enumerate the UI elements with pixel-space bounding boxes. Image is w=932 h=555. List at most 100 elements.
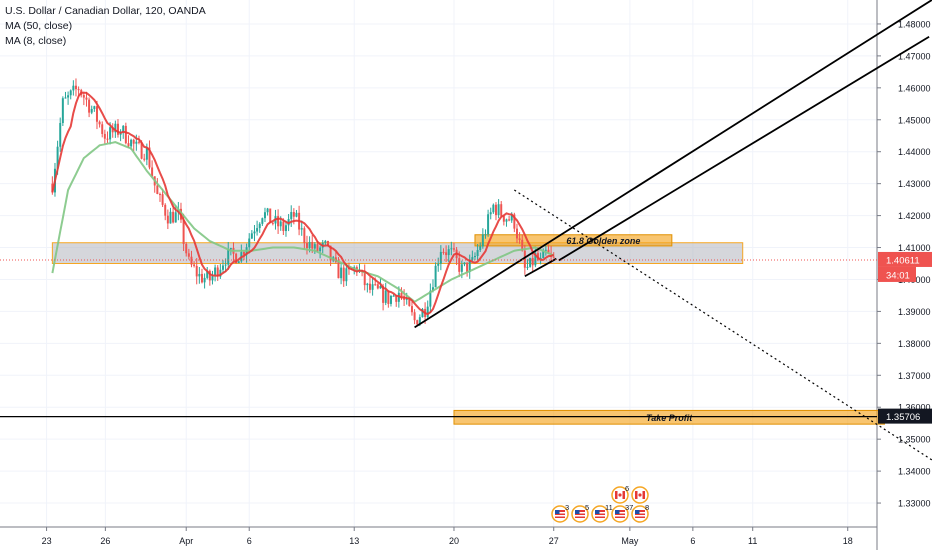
candle[interactable] <box>88 99 91 113</box>
candle[interactable] <box>216 267 219 277</box>
legend-ma8[interactable]: MA (8, close) <box>5 35 67 47</box>
candle[interactable] <box>248 238 251 248</box>
candle[interactable] <box>374 284 377 286</box>
candle[interactable] <box>484 234 487 236</box>
candle[interactable] <box>156 185 159 195</box>
candle[interactable] <box>145 147 148 160</box>
candle[interactable] <box>169 211 172 224</box>
candle[interactable] <box>513 214 516 229</box>
candle[interactable] <box>437 263 440 266</box>
candle[interactable] <box>109 127 112 140</box>
candle[interactable] <box>421 308 424 318</box>
candle[interactable] <box>342 267 345 282</box>
candle[interactable] <box>106 138 109 140</box>
candle[interactable] <box>494 204 497 216</box>
event-marker[interactable] <box>631 486 649 504</box>
candle[interactable] <box>140 142 143 159</box>
ma8-line[interactable] <box>51 91 555 316</box>
event-marker[interactable]: 37 <box>611 503 633 523</box>
candle[interactable] <box>82 95 85 98</box>
candle[interactable] <box>200 273 203 283</box>
candle[interactable] <box>124 125 127 144</box>
candle[interactable] <box>518 238 521 240</box>
candle[interactable] <box>389 295 392 304</box>
event-marker[interactable]: 5 <box>571 503 589 523</box>
candle[interactable] <box>224 264 227 266</box>
candle[interactable] <box>174 212 177 223</box>
zone-61-8-golden-zone[interactable] <box>474 234 673 247</box>
candle[interactable] <box>324 240 327 243</box>
candle[interactable] <box>72 85 75 91</box>
candle[interactable] <box>148 147 151 168</box>
event-marker[interactable]: 8 <box>631 503 649 523</box>
candle[interactable] <box>552 256 555 258</box>
candle[interactable] <box>261 218 264 224</box>
candle[interactable] <box>187 253 190 257</box>
candle[interactable] <box>114 123 117 133</box>
candle[interactable] <box>458 258 461 272</box>
candle[interactable] <box>387 290 390 304</box>
candle[interactable] <box>463 262 466 265</box>
candle[interactable] <box>219 269 222 277</box>
candle[interactable] <box>111 127 114 133</box>
candle[interactable] <box>67 95 70 98</box>
candle[interactable] <box>345 268 348 282</box>
candle[interactable] <box>203 277 206 283</box>
zones[interactable]: 61.8 Golden zone Take Profit <box>51 234 885 425</box>
candle[interactable] <box>379 285 382 289</box>
candle[interactable] <box>515 228 518 239</box>
candle[interactable] <box>182 219 185 244</box>
candle[interactable] <box>221 265 224 270</box>
candle[interactable] <box>250 233 253 239</box>
trendline[interactable] <box>414 0 932 329</box>
candle[interactable] <box>376 284 379 289</box>
candle[interactable] <box>69 90 72 96</box>
candle[interactable] <box>103 133 106 139</box>
candle[interactable] <box>166 215 169 224</box>
candle[interactable] <box>340 267 343 279</box>
candle[interactable] <box>185 243 188 254</box>
candle[interactable] <box>127 143 130 147</box>
candle[interactable] <box>277 216 280 227</box>
candle[interactable] <box>534 253 537 266</box>
candle[interactable] <box>77 89 80 91</box>
candle[interactable] <box>492 204 495 213</box>
candle[interactable] <box>258 223 261 229</box>
candle[interactable] <box>366 283 369 286</box>
candle[interactable] <box>116 123 119 135</box>
event-marker[interactable]: 11 <box>591 503 613 523</box>
candle[interactable] <box>431 287 434 291</box>
candle[interactable] <box>337 262 340 279</box>
candle[interactable] <box>442 251 445 253</box>
candle[interactable] <box>329 245 332 261</box>
candle[interactable] <box>271 222 274 224</box>
candle[interactable] <box>279 221 282 227</box>
candle[interactable] <box>531 258 534 266</box>
candle[interactable] <box>308 241 311 249</box>
candle[interactable] <box>403 296 406 300</box>
candle[interactable] <box>481 234 484 247</box>
trendline[interactable] <box>524 257 557 278</box>
candle[interactable] <box>410 306 413 313</box>
candle[interactable] <box>542 250 545 259</box>
candle[interactable] <box>229 247 232 250</box>
candle[interactable] <box>59 123 62 147</box>
candle[interactable] <box>227 249 230 265</box>
candle[interactable] <box>471 257 474 260</box>
candle[interactable] <box>158 194 161 196</box>
candle[interactable] <box>164 204 167 216</box>
candle[interactable] <box>214 267 217 276</box>
candle[interactable] <box>56 146 59 169</box>
candle[interactable] <box>242 252 245 255</box>
candle[interactable] <box>473 256 476 258</box>
candle[interactable] <box>237 261 240 264</box>
candle[interactable] <box>400 292 403 297</box>
candle[interactable] <box>450 248 453 250</box>
candle[interactable] <box>292 212 295 217</box>
candle[interactable] <box>235 253 238 264</box>
time-axis[interactable]: 2326Apr6132027May6111825 <box>0 526 932 546</box>
candle[interactable] <box>500 204 503 216</box>
candle[interactable] <box>363 270 366 286</box>
